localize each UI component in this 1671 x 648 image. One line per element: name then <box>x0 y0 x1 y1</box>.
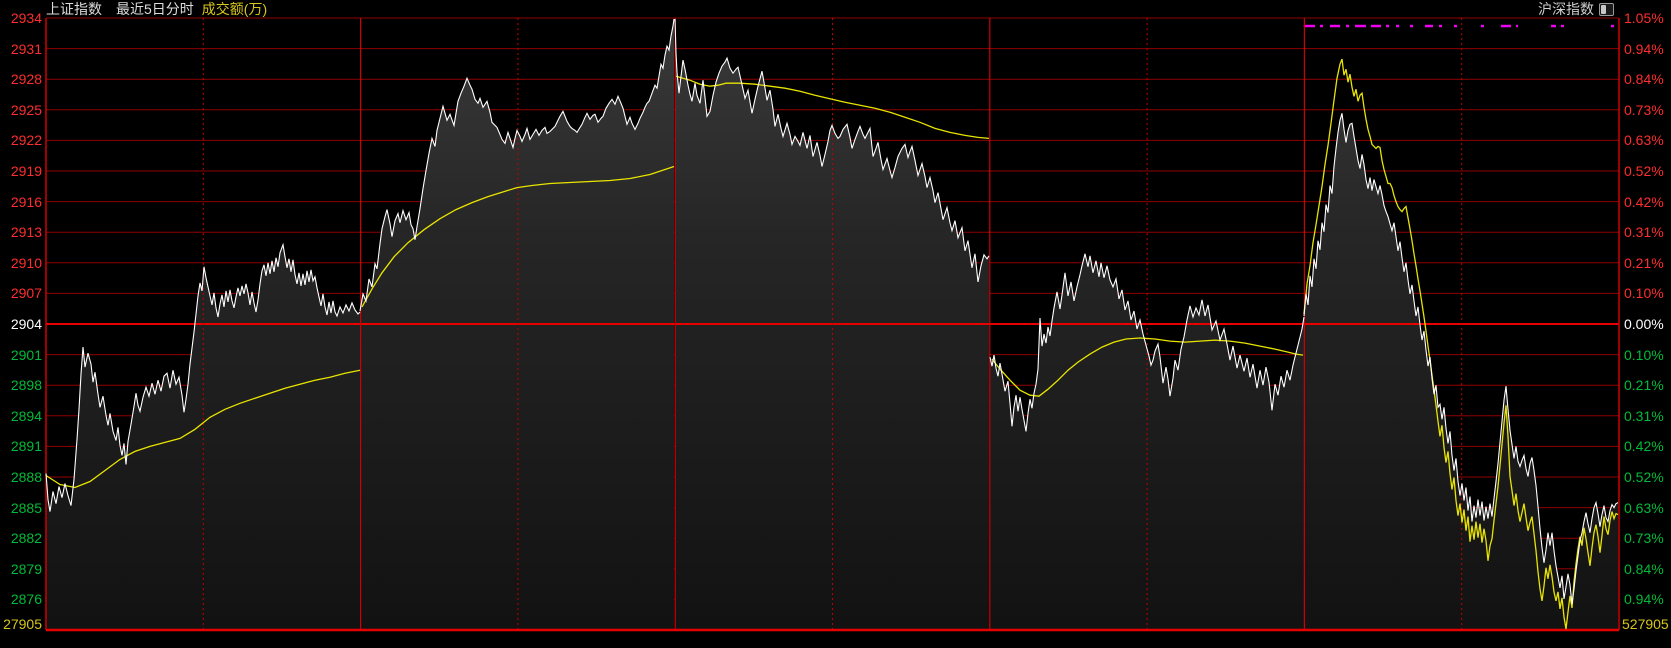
price-line <box>45 242 361 512</box>
price-tick-label: 2901 <box>10 346 42 363</box>
price-tick-label: 2931 <box>10 40 42 57</box>
price-line <box>989 253 1305 432</box>
price-tick-label: 2904 <box>10 316 42 332</box>
half-filled-square-icon[interactable] <box>1599 2 1614 16</box>
percent-tick-label: 0.31% <box>1624 224 1664 241</box>
price-tick-label: 2910 <box>10 254 42 271</box>
csi-index-toggle[interactable]: 沪深指数 <box>1538 1 1614 17</box>
price-tick-label: 2888 <box>10 469 42 485</box>
percent-tick-label: 0.52% <box>1624 163 1664 179</box>
price-area-fill <box>1304 113 1618 631</box>
percent-tick-label: 0.73% <box>1624 101 1664 118</box>
price-tick-label: 2916 <box>10 193 42 210</box>
percent-tick-label: 0.63% <box>1624 499 1664 516</box>
price-line <box>359 18 675 312</box>
price-tick-label: 2925 <box>10 101 42 118</box>
avg-line <box>1303 58 1619 630</box>
price-tick-label: 2898 <box>10 377 42 394</box>
price-tick-label: 2928 <box>10 71 42 88</box>
percent-tick-label: 0.10% <box>1624 346 1664 363</box>
percent-tick-label: 0.52% <box>1624 469 1664 485</box>
volume-left-label: 27905 <box>3 616 42 632</box>
avg-line <box>361 165 675 308</box>
price-area-fill <box>46 244 360 630</box>
avg-line <box>45 369 361 489</box>
percent-tick-label: 0.42% <box>1624 193 1664 210</box>
percent-tick-label: 0.31% <box>1624 407 1664 424</box>
price-tick-label: 2876 <box>10 591 42 608</box>
volume-right-label: 527905 <box>1622 616 1669 632</box>
avg-line <box>991 337 1304 397</box>
price-tick-label: 2891 <box>10 438 42 455</box>
price-tick-label: 2894 <box>10 407 42 424</box>
percent-tick-label: 0.94% <box>1624 40 1664 57</box>
percent-tick-label: 0.00% <box>1624 316 1664 332</box>
percent-tick-label: 0.63% <box>1624 132 1664 149</box>
price-area-fill <box>990 253 1304 631</box>
price-tick-label: 2919 <box>10 163 42 179</box>
price-tick-label: 2885 <box>10 499 42 516</box>
csi-index-label: 沪深指数 <box>1538 1 1594 17</box>
percent-tick-label: 0.73% <box>1624 530 1664 547</box>
percent-tick-label: 0.21% <box>1624 377 1664 394</box>
price-tick-label: 2922 <box>10 132 42 149</box>
price-tick-label: 2882 <box>10 530 42 547</box>
price-tick-label: 2913 <box>10 224 42 241</box>
percent-tick-label: 0.21% <box>1624 254 1664 271</box>
index-name-label: 上证指数 <box>46 1 102 17</box>
turnover-axis-label: 成交额(万) <box>201 1 268 17</box>
price-line <box>1303 113 1619 604</box>
price-line <box>674 18 990 283</box>
price-tick-label: 2879 <box>10 560 42 577</box>
percent-tick-label: 0.42% <box>1624 438 1664 455</box>
period-label: 最近5日分时 <box>116 1 194 17</box>
percent-tick-label: 1.05% <box>1624 10 1664 26</box>
avg-line <box>675 75 990 140</box>
price-tick-label: 2934 <box>10 10 42 26</box>
chart-header: 上证指数 最近5日分时 成交额(万) <box>46 1 267 17</box>
price-tick-label: 2907 <box>10 285 42 302</box>
percent-tick-label: 0.84% <box>1624 560 1664 577</box>
percent-tick-label: 0.10% <box>1624 285 1664 302</box>
percent-tick-label: 0.84% <box>1624 71 1664 88</box>
percent-tick-label: 0.94% <box>1624 591 1664 608</box>
